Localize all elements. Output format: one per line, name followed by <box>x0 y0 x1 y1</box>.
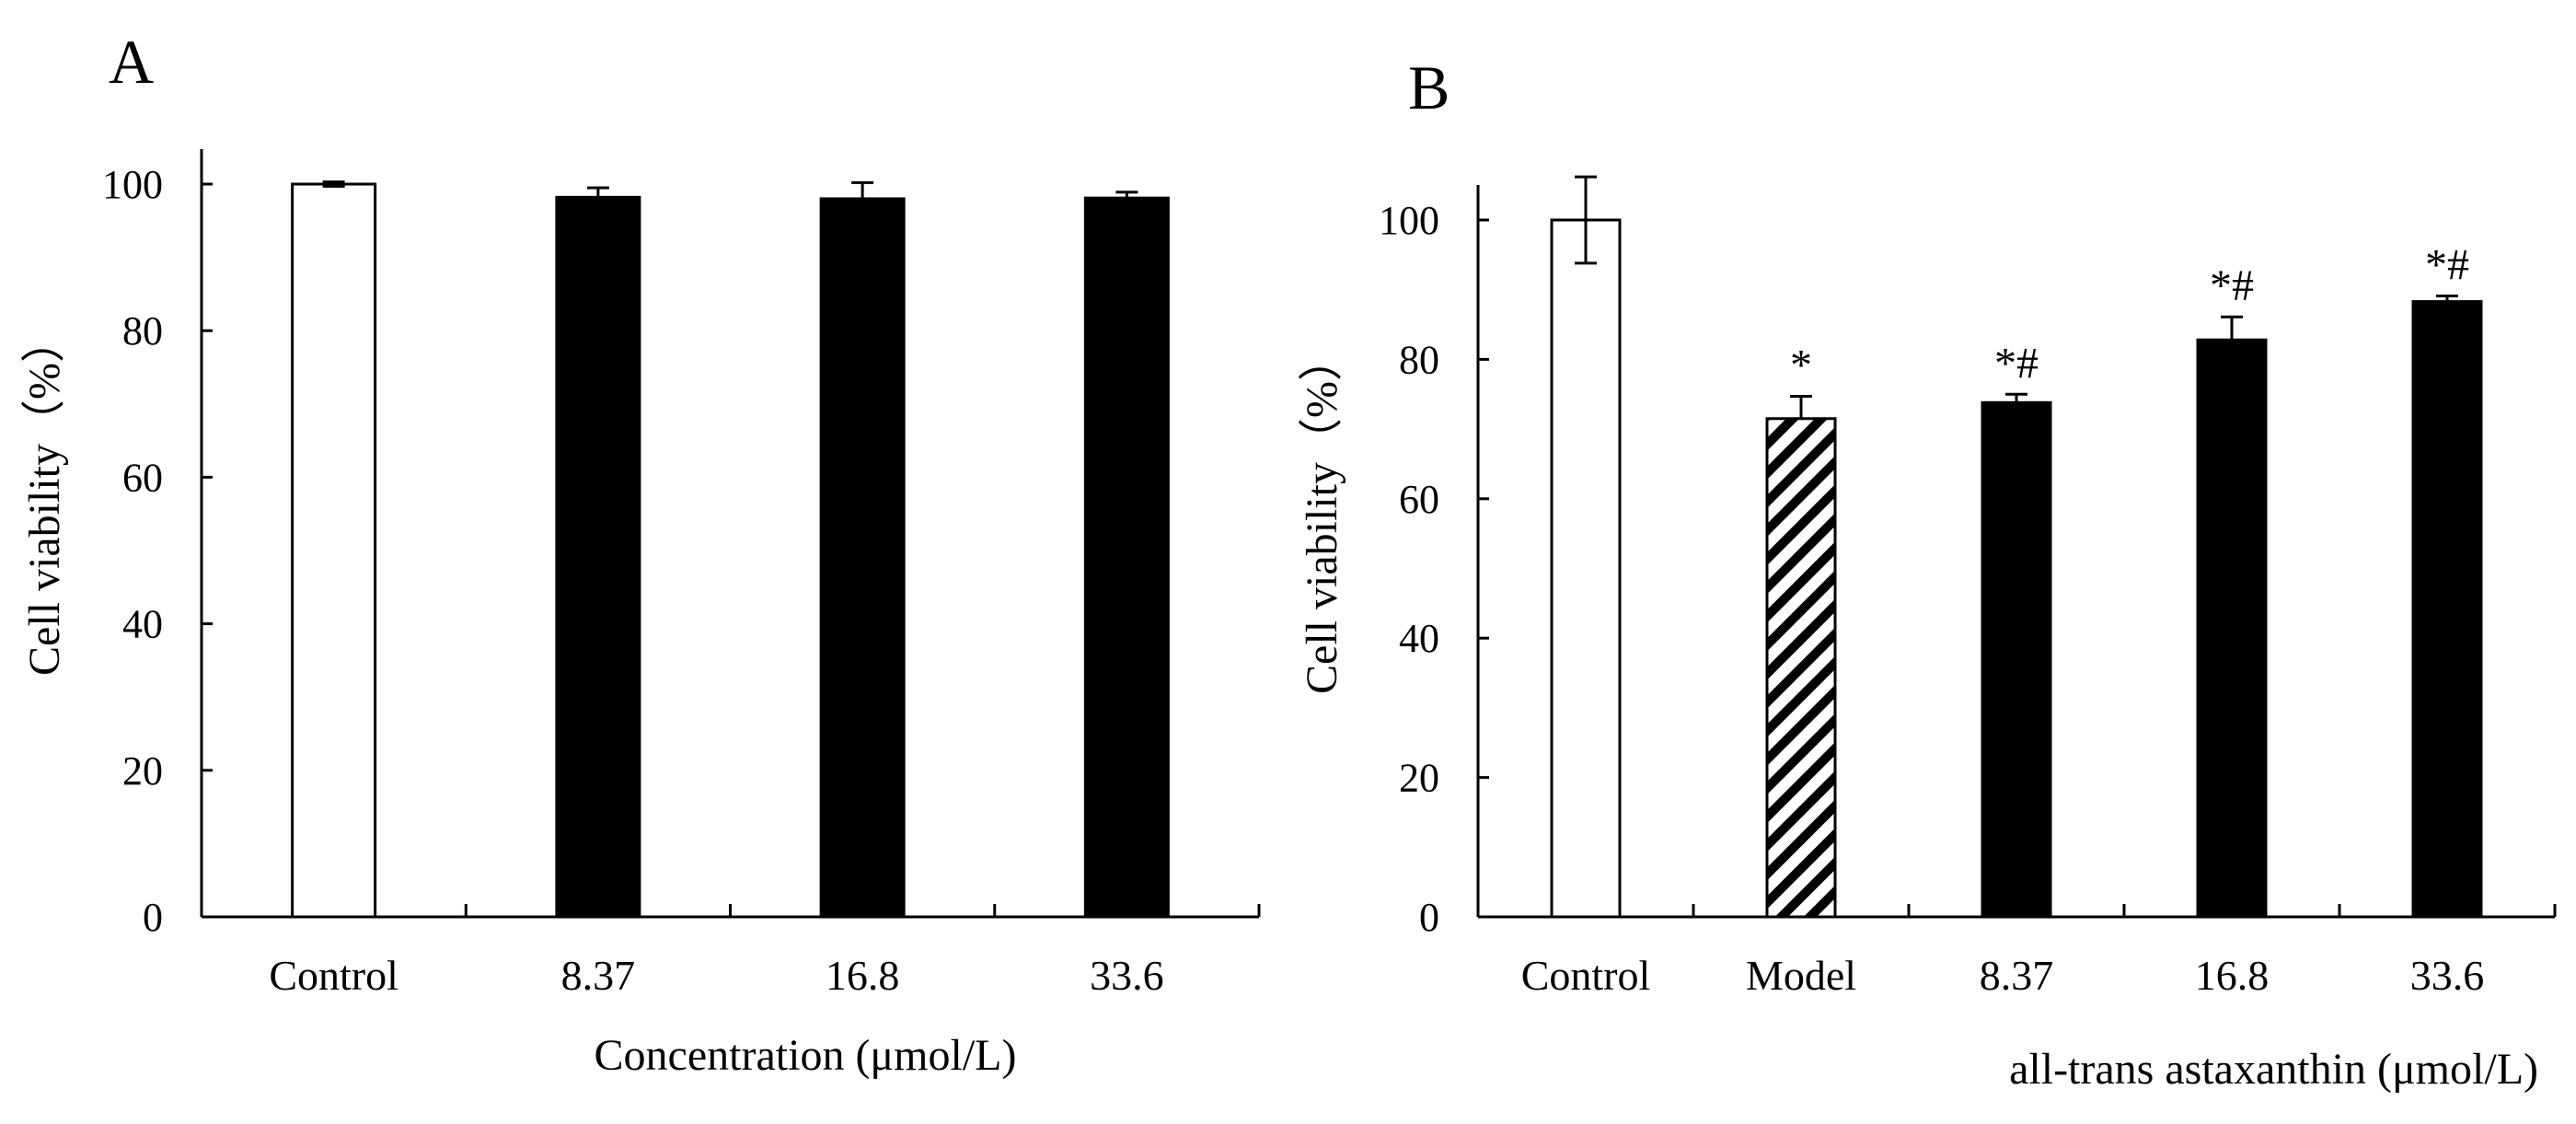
panel-a-chart: A 0 20 40 60 80 100 Control 8.37 16.8 33.6 Cell via… <box>20 27 1261 1080</box>
panel-b-chart: B 0 20 40 60 80 100 Control * Model *# 8.37 *# 16.8 *#… <box>1298 52 2557 1094</box>
x-tick-label: Control <box>269 952 399 999</box>
significance-marker: *# <box>2210 261 2254 310</box>
y-tick-label: 0 <box>1419 895 1439 940</box>
y-tick-label: 40 <box>1399 616 1439 661</box>
y-axis-label: Cell viability（%） <box>1298 337 1346 694</box>
y-tick-label: 20 <box>122 748 163 794</box>
bar <box>555 195 641 919</box>
bar <box>1981 400 2052 919</box>
x-tick-label: 33.6 <box>1090 952 1164 999</box>
panel-label: B <box>1408 52 1450 122</box>
bar <box>2411 300 2483 919</box>
y-tick-label: 40 <box>122 602 163 647</box>
y-tick-label: 20 <box>1399 756 1439 801</box>
significance-marker: *# <box>1994 339 2039 388</box>
bar <box>1550 218 1622 919</box>
significance-marker: * <box>1790 342 1812 390</box>
x-axis-label: Concentration (μmol/L) <box>595 1031 1017 1080</box>
y-tick-label: 60 <box>1399 477 1439 522</box>
y-axis-label: Cell viability（%） <box>20 319 69 676</box>
significance-marker: *# <box>2425 241 2469 290</box>
x-tick-label: 8.37 <box>561 952 636 999</box>
x-tick-label: 33.6 <box>2410 952 2485 999</box>
y-tick-label: 100 <box>102 162 163 207</box>
y-tick-label: 100 <box>1379 198 1439 243</box>
x-tick-label: Control <box>1521 952 1651 999</box>
bar <box>1765 417 1837 919</box>
x-tick-label: 16.8 <box>2195 952 2270 999</box>
x-tick-label: 16.8 <box>826 952 900 999</box>
bar <box>1083 196 1170 919</box>
x-axis-label: all-trans astaxanthin (μmol/L) <box>2009 1045 2538 1094</box>
y-tick-label: 0 <box>143 895 163 940</box>
x-tick-label: 8.37 <box>1980 952 2054 999</box>
bar <box>2196 338 2268 919</box>
y-tick-label: 80 <box>1399 337 1439 382</box>
y-tick-label: 60 <box>122 455 163 500</box>
x-tick-label: Model <box>1746 952 1856 999</box>
bar <box>291 182 377 919</box>
bar <box>819 197 906 919</box>
panel-label: A <box>109 27 154 97</box>
y-tick-label: 80 <box>122 308 163 353</box>
